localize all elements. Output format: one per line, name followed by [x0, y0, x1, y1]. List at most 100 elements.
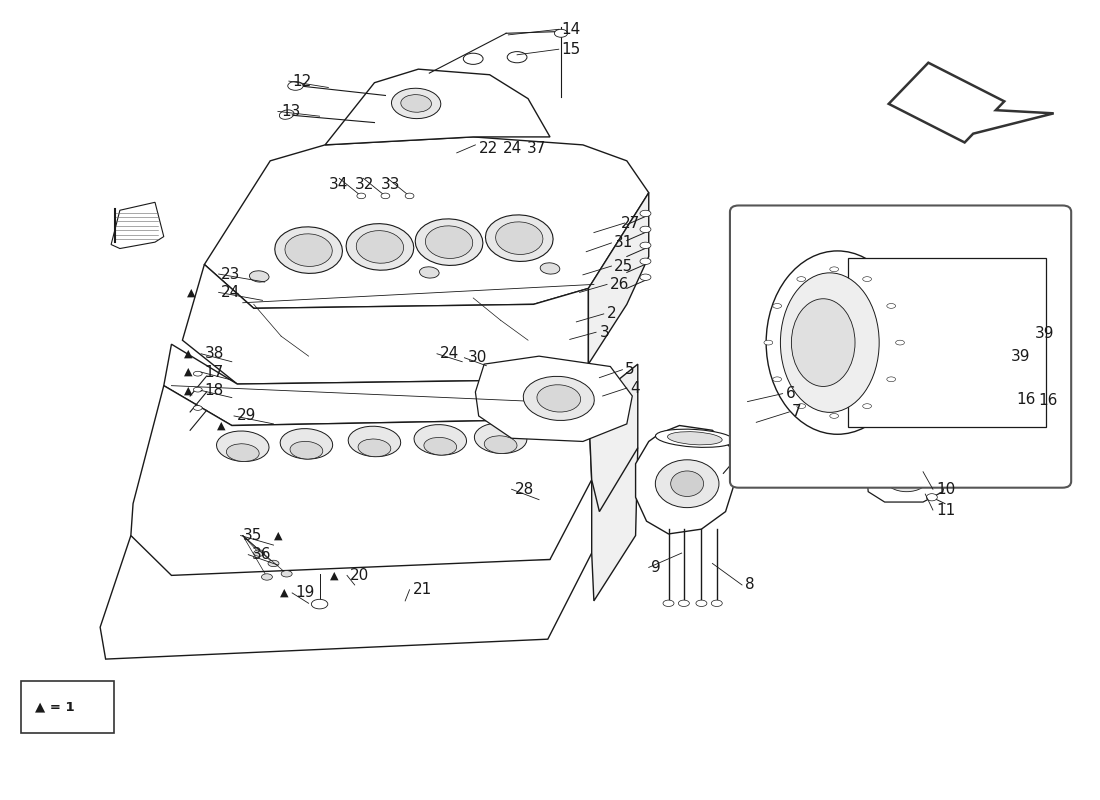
- Text: 2: 2: [607, 306, 617, 322]
- Ellipse shape: [349, 426, 400, 457]
- Ellipse shape: [663, 600, 674, 606]
- Ellipse shape: [791, 298, 855, 386]
- Text: 33: 33: [381, 178, 400, 192]
- Ellipse shape: [862, 404, 871, 409]
- Ellipse shape: [415, 219, 483, 266]
- Text: 19: 19: [296, 586, 315, 601]
- Ellipse shape: [250, 270, 270, 282]
- Ellipse shape: [895, 340, 904, 345]
- Text: 39: 39: [1035, 326, 1055, 341]
- Text: ▲: ▲: [217, 421, 226, 430]
- Ellipse shape: [227, 444, 260, 462]
- Polygon shape: [592, 448, 638, 601]
- Text: 28: 28: [515, 482, 535, 497]
- Text: 10: 10: [936, 482, 956, 497]
- Ellipse shape: [773, 303, 782, 308]
- Polygon shape: [848, 258, 1046, 427]
- Ellipse shape: [773, 377, 782, 382]
- Text: 11: 11: [936, 502, 956, 518]
- Text: 23: 23: [221, 266, 240, 282]
- Ellipse shape: [524, 376, 594, 421]
- Ellipse shape: [926, 494, 937, 501]
- Text: 14: 14: [561, 22, 580, 37]
- Ellipse shape: [537, 385, 581, 412]
- Text: 20: 20: [350, 568, 370, 583]
- Text: 29: 29: [238, 409, 256, 423]
- Ellipse shape: [829, 414, 838, 418]
- Text: ▲: ▲: [184, 386, 192, 395]
- Text: 15: 15: [561, 42, 580, 57]
- Text: 4: 4: [630, 381, 640, 395]
- Text: ▲: ▲: [184, 349, 192, 358]
- Text: 34: 34: [329, 178, 348, 192]
- Ellipse shape: [282, 570, 293, 577]
- Text: 13: 13: [282, 104, 300, 119]
- Text: 25: 25: [614, 258, 632, 274]
- Text: 22: 22: [478, 141, 498, 155]
- Ellipse shape: [640, 258, 651, 265]
- Text: 9: 9: [651, 560, 661, 575]
- Ellipse shape: [275, 227, 342, 274]
- Text: 32: 32: [354, 178, 374, 192]
- Ellipse shape: [356, 193, 365, 198]
- Text: 5: 5: [625, 362, 635, 378]
- Ellipse shape: [554, 30, 568, 38]
- Ellipse shape: [414, 425, 466, 455]
- Ellipse shape: [424, 438, 456, 455]
- Ellipse shape: [640, 210, 651, 217]
- Polygon shape: [636, 426, 735, 534]
- Polygon shape: [205, 137, 649, 308]
- Text: ▲: ▲: [280, 588, 288, 598]
- Polygon shape: [131, 386, 592, 575]
- Text: 24: 24: [503, 141, 522, 155]
- Text: ▲: ▲: [330, 570, 338, 580]
- Text: 31: 31: [614, 235, 632, 250]
- Polygon shape: [889, 62, 1054, 142]
- Ellipse shape: [884, 465, 928, 492]
- Text: ▲: ▲: [187, 287, 196, 298]
- Ellipse shape: [887, 377, 895, 382]
- Polygon shape: [131, 480, 592, 575]
- Ellipse shape: [829, 267, 838, 272]
- Ellipse shape: [484, 436, 517, 454]
- Text: 3: 3: [600, 325, 609, 340]
- Ellipse shape: [887, 303, 895, 308]
- Ellipse shape: [796, 277, 805, 282]
- Polygon shape: [164, 344, 588, 426]
- Ellipse shape: [668, 432, 723, 445]
- Ellipse shape: [381, 193, 389, 198]
- Text: ▲ = 1: ▲ = 1: [35, 701, 75, 714]
- Ellipse shape: [640, 274, 651, 281]
- Text: 21: 21: [412, 582, 432, 598]
- Ellipse shape: [640, 242, 651, 249]
- Ellipse shape: [400, 94, 431, 112]
- Ellipse shape: [279, 110, 294, 119]
- Ellipse shape: [656, 429, 734, 447]
- Ellipse shape: [796, 404, 805, 409]
- Polygon shape: [588, 364, 638, 512]
- Polygon shape: [100, 480, 592, 659]
- Ellipse shape: [419, 267, 439, 278]
- Ellipse shape: [862, 277, 871, 282]
- Text: 39: 39: [1011, 349, 1031, 364]
- Ellipse shape: [656, 460, 719, 508]
- Ellipse shape: [280, 429, 332, 459]
- FancyBboxPatch shape: [730, 206, 1071, 488]
- Ellipse shape: [712, 600, 723, 606]
- Ellipse shape: [285, 234, 332, 266]
- Ellipse shape: [392, 88, 441, 118]
- Ellipse shape: [426, 226, 473, 258]
- Ellipse shape: [772, 399, 793, 413]
- Polygon shape: [111, 202, 164, 249]
- Ellipse shape: [540, 263, 560, 274]
- Polygon shape: [588, 193, 649, 364]
- Text: 38: 38: [205, 346, 223, 362]
- Text: ▲: ▲: [184, 367, 192, 377]
- Ellipse shape: [268, 560, 279, 566]
- Ellipse shape: [679, 600, 690, 606]
- Text: 17: 17: [205, 365, 223, 379]
- Text: 36: 36: [252, 547, 271, 562]
- Ellipse shape: [194, 406, 202, 410]
- Polygon shape: [326, 69, 550, 145]
- Ellipse shape: [290, 442, 322, 459]
